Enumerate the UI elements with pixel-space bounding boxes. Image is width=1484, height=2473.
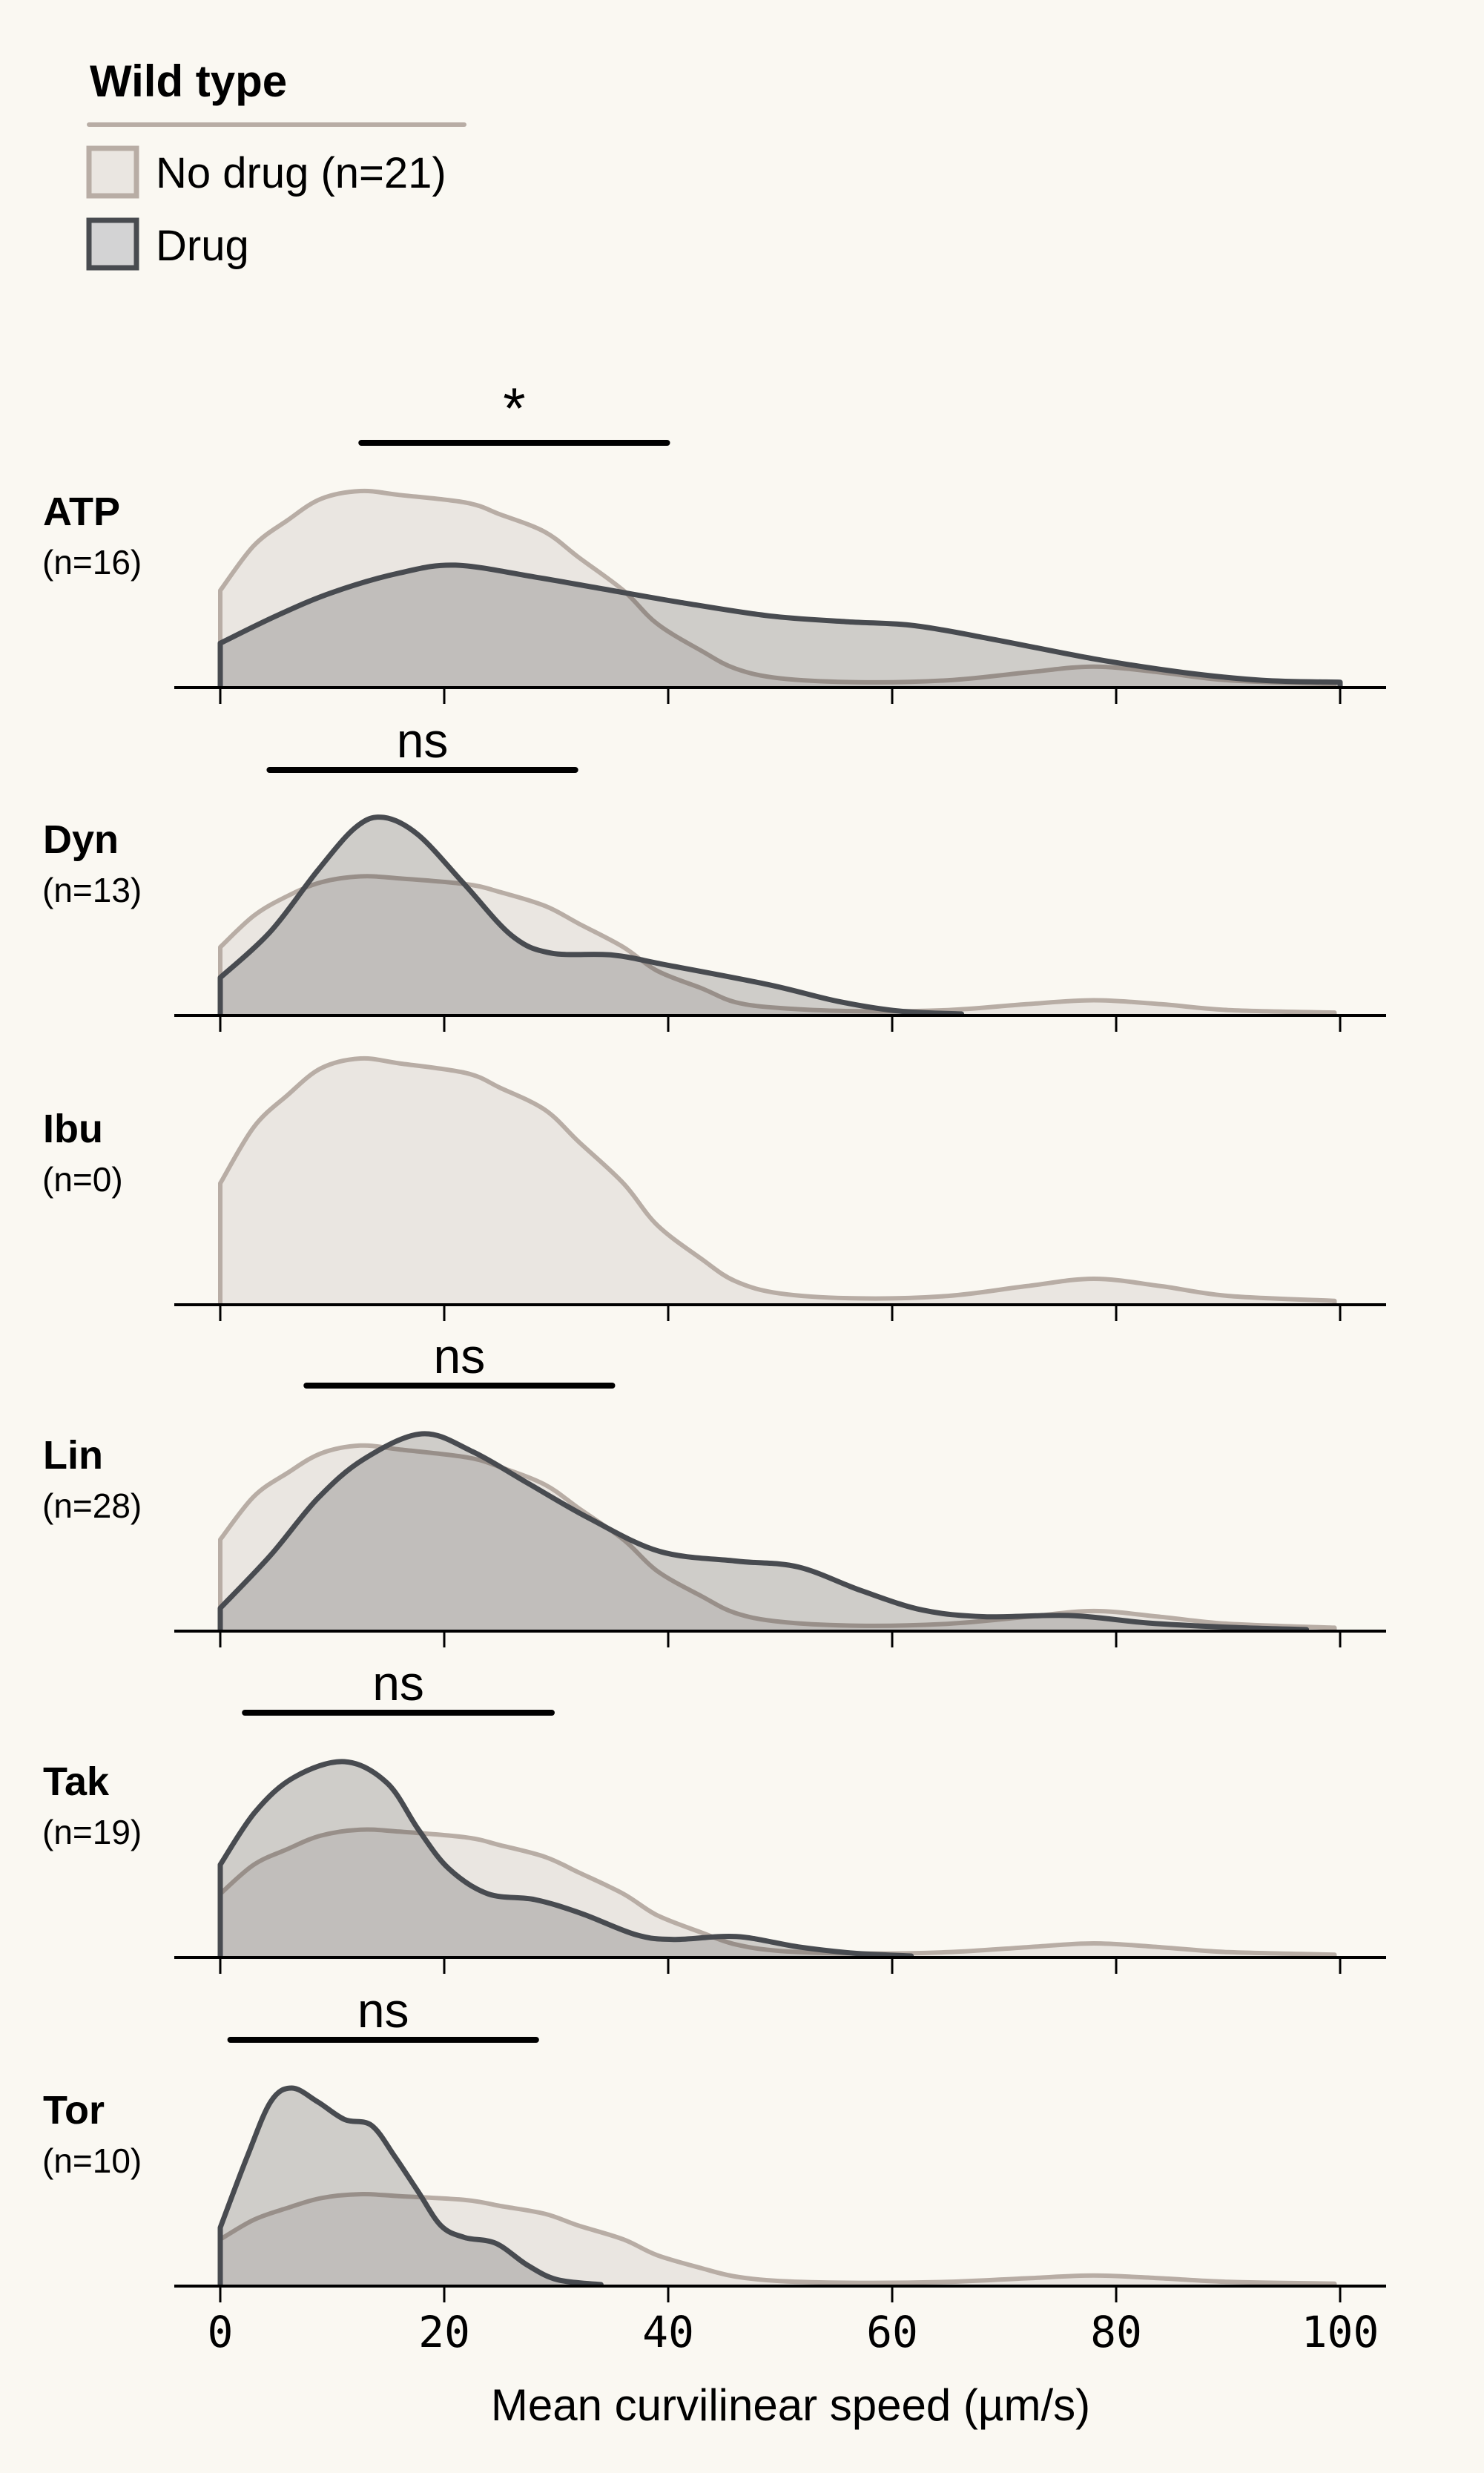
significance-label: ns	[357, 1983, 409, 2038]
series-drug-lin	[217, 1431, 1310, 1633]
significance-label: ns	[397, 713, 449, 768]
density-line-drug	[217, 814, 965, 1017]
density-line-no-drug	[218, 1056, 1337, 1305]
panel-lin: Lin (n=28) ns	[42, 1328, 1386, 1647]
x-tick-label-80: 80	[1090, 2307, 1142, 2357]
density-area-drug	[220, 2088, 601, 2285]
density-area-drug	[220, 817, 962, 1014]
density-line-drug	[217, 1759, 914, 1959]
density-line-drug	[217, 2085, 604, 2288]
panel-title-atp: ATP	[43, 490, 120, 534]
significance-label: ns	[434, 1328, 486, 1383]
x-tick-label-20: 20	[418, 2307, 470, 2357]
series-no-drug-ibu	[218, 1056, 1337, 1305]
series-drug-atp	[217, 562, 1343, 689]
density-line-drug	[217, 562, 1343, 689]
density-line-drug	[217, 1431, 1310, 1633]
significance-label: *	[503, 375, 525, 441]
panel-title-tak: Tak	[43, 1759, 110, 1804]
legend: Wild type No drug (n=21) Drug	[86, 56, 466, 271]
panel-title-ibu: Ibu	[43, 1107, 103, 1151]
panel-n-lin: (n=28)	[42, 1486, 142, 1525]
x-tick-label-60: 60	[866, 2307, 918, 2357]
density-area-drug	[220, 1433, 1307, 1630]
significance-label: ns	[372, 1656, 424, 1710]
panel-n-atp: (n=16)	[42, 543, 142, 582]
panel-dyn: Dyn (n=13) ns	[42, 713, 1386, 1032]
x-tick-label-100: 100	[1302, 2307, 1379, 2357]
density-area-no-drug	[220, 1058, 1335, 1303]
series-drug-tor	[217, 2085, 604, 2288]
x-tick-label-40: 40	[642, 2307, 694, 2357]
x-tick-label-0: 0	[208, 2307, 234, 2357]
panel-n-dyn: (n=13)	[42, 871, 142, 909]
density-area-drug	[220, 564, 1340, 686]
legend-swatch-no-drug	[86, 145, 139, 199]
legend-item-drug[interactable]: Drug	[86, 217, 249, 271]
panel-tor: Tor (n=10) ns	[42, 1983, 1386, 2302]
panel-n-tak: (n=19)	[42, 1813, 142, 1851]
x-axis: 0 20 40 60 80 100 Mean curvilinear speed (µm/…	[208, 2307, 1379, 2430]
x-axis-title: Mean curvilinear speed (µm/s)	[491, 2380, 1090, 2430]
panel-n-tor: (n=10)	[42, 2141, 142, 2180]
panel-tak: Tak (n=19) ns	[42, 1656, 1386, 1974]
series-drug-dyn	[217, 814, 965, 1017]
legend-label-no-drug: No drug (n=21)	[156, 149, 446, 197]
panel-title-dyn: Dyn	[43, 817, 119, 862]
panel-title-tor: Tor	[43, 2088, 105, 2133]
legend-item-no-drug[interactable]: No drug (n=21)	[86, 145, 446, 199]
panel-atp: ATP (n=16) *	[42, 375, 1386, 704]
panels: ATP (n=16) * Dyn (n=13) ns Ibu (n=0) Lin (n=28) ns…	[42, 375, 1386, 2302]
panel-n-ibu: (n=0)	[42, 1160, 123, 1199]
panel-title-lin: Lin	[43, 1433, 103, 1478]
legend-swatch-drug	[86, 217, 139, 271]
legend-label-drug: Drug	[156, 222, 249, 270]
series-drug-tak	[217, 1759, 914, 1959]
panel-ibu: Ibu (n=0)	[42, 1056, 1386, 1321]
legend-title: Wild type	[90, 56, 287, 106]
x-tick-labels: 0 20 40 60 80 100	[208, 2307, 1379, 2357]
density-area-drug	[220, 1761, 911, 1956]
